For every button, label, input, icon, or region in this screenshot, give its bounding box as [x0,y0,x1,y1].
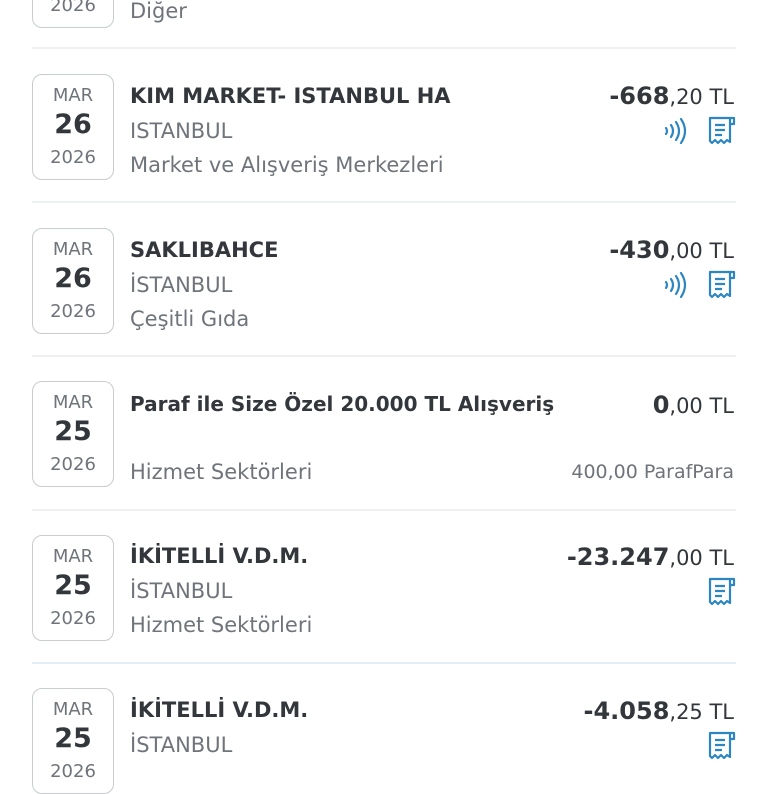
transaction-amount: -668,20 TL [609,82,734,110]
divider [32,509,736,511]
divider [32,47,736,49]
date-year: 2026 [50,147,96,168]
transaction-row[interactable]: MAR 25 2026 İKİTELLİ V.D.M. İSTANBUL -4.… [0,664,768,794]
merchant-name: İKİTELLİ V.D.M. [130,698,309,722]
transaction-row[interactable]: MAR 25 2026 Paraf ile Size Özel 20.000 T… [0,356,768,510]
transaction-category: Hizmet Sektörleri [130,613,313,637]
transaction-row[interactable]: MAR 26 2026 SAKLIBAHCE İSTANBUL Çeşitli … [0,202,768,356]
date-year: 2026 [50,0,96,16]
transaction-city: İSTANBUL [130,579,233,603]
date-year: 2026 [50,761,96,782]
transaction-category: Hizmet Sektörleri [130,460,313,484]
divider [32,201,736,203]
merchant-name: İKİTELLİ V.D.M. [130,544,309,568]
date-box: MAR 25 2026 [32,535,114,641]
merchant-name: KIM MARKET- ISTANBUL HA [130,84,451,108]
parafpara-reward: 400,00 ParafPara [571,461,734,483]
date-day: 25 [54,416,92,447]
date-box: MAR 25 2026 [32,381,114,487]
receipt-icon[interactable] [706,115,736,147]
divider [32,662,736,664]
divider [32,355,736,357]
date-box: 2026 [32,0,114,28]
merchant-name: Paraf ile Size Özel 20.000 TL Alışveriş [130,392,555,416]
receipt-icon[interactable] [706,730,736,762]
transaction-row[interactable]: 2026 Diğer [0,0,768,48]
date-day: 26 [54,109,92,140]
date-box: MAR 26 2026 [32,228,114,334]
date-month: MAR [52,392,94,413]
transaction-category: Diğer [130,0,187,23]
contactless-icon [658,269,690,301]
date-day: 26 [54,263,92,294]
transaction-row[interactable]: MAR 26 2026 KIM MARKET- ISTANBUL HA ISTA… [0,48,768,202]
date-month: MAR [52,239,94,260]
date-month: MAR [52,85,94,106]
date-box: MAR 25 2026 [32,688,114,794]
date-month: MAR [52,546,94,567]
date-year: 2026 [50,454,96,475]
date-day: 25 [54,723,92,754]
transaction-amount: -4.058,25 TL [583,697,734,725]
transaction-amount: -23.247,00 TL [566,543,734,571]
date-day: 25 [54,570,92,601]
transaction-amount: 0,00 TL [652,391,734,419]
transaction-category: Market ve Alışveriş Merkezleri [130,153,444,177]
date-year: 2026 [50,608,96,629]
transaction-category: Çeşitli Gıda [130,307,250,331]
date-month: MAR [52,699,94,720]
receipt-icon[interactable] [706,576,736,608]
transaction-amount: -430,00 TL [609,236,734,264]
transaction-city: İSTANBUL [130,733,233,757]
receipt-icon[interactable] [706,269,736,301]
merchant-name: SAKLIBAHCE [130,238,279,262]
date-year: 2026 [50,301,96,322]
contactless-icon [658,115,690,147]
transaction-city: ISTANBUL [130,119,233,143]
transaction-city: İSTANBUL [130,273,233,297]
date-box: MAR 26 2026 [32,74,114,180]
transaction-row[interactable]: MAR 25 2026 İKİTELLİ V.D.M. İSTANBUL Hiz… [0,510,768,664]
